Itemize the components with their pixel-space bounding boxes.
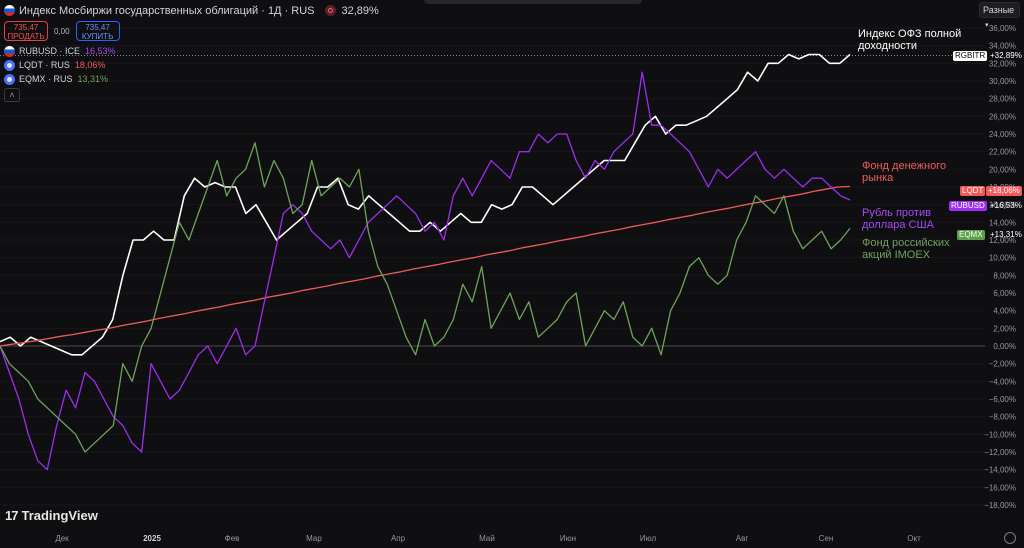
symbol-logo-icon: [4, 73, 15, 85]
y-tick-label: 28,00%: [989, 95, 1016, 104]
legend-eqmx[interactable]: EQMX · RUS 13,31%: [4, 72, 379, 86]
tradingview-logo[interactable]: 17 TradingView: [5, 508, 98, 523]
series-line-lqdt[interactable]: [0, 185, 851, 347]
russia-flag-icon: [4, 45, 15, 57]
price-tag-value: +13,31%: [990, 230, 1022, 239]
x-tick-label: Апр: [391, 534, 406, 543]
annotation-money-market: Фонд денежного рынка: [862, 160, 947, 184]
x-tick-label: Июл: [640, 534, 657, 543]
price-tag-eqmx: EQMX: [957, 230, 985, 240]
x-tick-label: Окт: [907, 534, 921, 543]
alert-icon[interactable]: [324, 5, 336, 16]
y-tick-label: −18,00%: [984, 501, 1016, 510]
tag-ticker: RUBUSD: [951, 201, 985, 210]
y-tick-label: −10,00%: [984, 430, 1016, 439]
x-tick-label: Дек: [55, 534, 69, 543]
y-tick-label: 20,00%: [989, 165, 1016, 174]
top-toolbar-notch: [424, 0, 642, 4]
scale-mode-label: Разные: [983, 5, 1015, 15]
spread-value: 0,00: [54, 26, 70, 36]
y-tick-label: −4,00%: [989, 377, 1016, 386]
y-tick-label: 8,00%: [993, 271, 1016, 280]
buy-button[interactable]: 735,47 КУПИТЬ: [75, 21, 120, 41]
x-tick-label: Фев: [225, 534, 240, 543]
main-series-row[interactable]: Индекс Мосбиржи государственных облигаци…: [4, 2, 379, 19]
price-tag-rubusd: RUBUSD: [949, 201, 987, 211]
legend-symbol: LQDT · RUS: [19, 60, 70, 70]
annotation-rub-usd: Рубль против доллара США: [862, 207, 934, 231]
y-tick-label: 10,00%: [989, 254, 1016, 263]
chart-legend: Индекс Мосбиржи государственных облигаци…: [4, 2, 379, 102]
y-tick-label: 22,00%: [989, 148, 1016, 157]
series-line-eqmx[interactable]: [0, 142, 851, 453]
legend-value: 16,53%: [85, 46, 116, 56]
gear-icon[interactable]: [1004, 532, 1016, 544]
y-tick-label: 12,00%: [989, 236, 1016, 245]
y-tick-label: 36,00%: [989, 24, 1016, 33]
series-line-rubusd[interactable]: [0, 71, 851, 471]
annotation-stocks: Фонд российских акций IMOEX: [862, 237, 950, 261]
x-tick-label: Мар: [306, 534, 322, 543]
sell-price: 735,47: [13, 23, 39, 32]
tag-ticker: LQDT: [962, 186, 984, 195]
buy-label: КУПИТЬ: [81, 32, 114, 41]
price-tag-rgbitr: RGBITR: [953, 51, 988, 61]
y-tick-label: −6,00%: [989, 395, 1016, 404]
tag-ticker: EQMX: [959, 230, 983, 239]
buy-price: 735,47: [85, 23, 110, 32]
y-tick-label: −14,00%: [984, 466, 1016, 475]
main-series-change: 32,89%: [341, 4, 379, 17]
tag-value: +18,06%: [988, 186, 1020, 195]
price-tag-value: +32,89%: [990, 51, 1022, 60]
price-tag-lqdt: LQDT: [960, 186, 986, 196]
russia-flag-icon: [4, 5, 15, 16]
legend-symbol: RUBUSD · ICE: [19, 46, 81, 56]
x-tick-label: Сен: [819, 534, 834, 543]
y-tick-label: 2,00%: [993, 324, 1016, 333]
y-tick-label: 0,00%: [993, 342, 1016, 351]
sell-button[interactable]: 735,47 ПРОДАТЬ: [4, 21, 48, 41]
brand-name: TradingView: [21, 508, 98, 523]
y-tick-label: 14,00%: [989, 218, 1016, 227]
series-line-rgbitr[interactable]: [0, 53, 851, 356]
chevron-down-icon: ▾: [985, 22, 989, 29]
x-tick-label: Май: [479, 534, 495, 543]
x-tick-label: Авг: [736, 534, 749, 543]
price-tag-lqdt-value: +18,06%: [986, 186, 1022, 196]
legend-lqdt[interactable]: LQDT · RUS 18,06%: [4, 58, 379, 72]
y-tick-label: −8,00%: [989, 413, 1016, 422]
sell-label: ПРОДАТЬ: [7, 32, 45, 41]
symbol-logo-icon: [4, 59, 15, 71]
y-tick-label: −16,00%: [984, 483, 1016, 492]
y-tick-label: −2,00%: [989, 360, 1016, 369]
main-series-title: Индекс Мосбиржи государственных облигаци…: [19, 4, 315, 17]
tag-ticker: RGBITR: [955, 51, 986, 60]
y-tick-label: 30,00%: [989, 77, 1016, 86]
y-tick-label: 26,00%: [989, 112, 1016, 121]
y-tick-label: 16,00%: [989, 201, 1016, 210]
annotation-ofz: Индекс ОФЗ полной доходности: [858, 28, 962, 52]
tradingview-logo-icon: 17: [5, 508, 19, 523]
y-tick-label: 24,00%: [989, 130, 1016, 139]
price-tag-value: +16,53%: [990, 201, 1022, 210]
collapse-legend-button[interactable]: ˄: [4, 88, 20, 102]
legend-rubusd[interactable]: RUBUSD · ICE 16,53%: [4, 44, 379, 58]
y-tick-label: 4,00%: [993, 307, 1016, 316]
trade-buttons: 735,47 ПРОДАТЬ 0,00 735,47 КУПИТЬ: [4, 21, 379, 41]
y-tick-label: −12,00%: [984, 448, 1016, 457]
legend-value: 18,06%: [74, 60, 106, 70]
y-tick-label: 34,00%: [989, 42, 1016, 51]
x-tick-label: 2025: [143, 534, 161, 543]
y-tick-label: 32,00%: [989, 59, 1016, 68]
legend-value: 13,31%: [77, 74, 109, 84]
x-tick-label: Июн: [560, 534, 576, 543]
scale-mode-dropdown[interactable]: Разные ▾: [979, 2, 1020, 29]
y-tick-label: 6,00%: [993, 289, 1016, 298]
legend-symbol: EQMX · RUS: [19, 74, 73, 84]
